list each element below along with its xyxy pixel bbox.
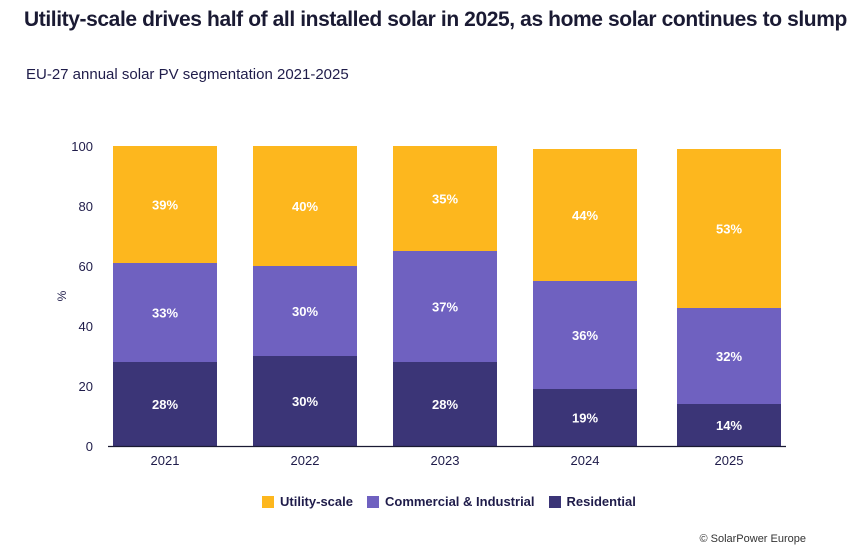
bar-segment: [113, 146, 217, 263]
x-tick-label: 2025: [715, 453, 744, 468]
y-tick-label: 60: [79, 259, 93, 274]
legend-item: Commercial & Industrial: [366, 494, 535, 509]
legend-swatch: [262, 495, 274, 508]
x-tick-label: 2024: [571, 453, 600, 468]
bar-segment: [393, 251, 497, 362]
data-label: 40%: [292, 199, 318, 214]
bar-segment: [113, 263, 217, 362]
y-tick-label: 20: [79, 379, 93, 394]
bar-segment: [533, 149, 637, 281]
data-label: 44%: [572, 208, 598, 223]
legend-label: Utility-scale: [280, 494, 353, 509]
data-label: 37%: [432, 300, 458, 315]
data-label: 32%: [716, 349, 742, 364]
legend-swatch: [366, 495, 379, 508]
y-tick-label: 0: [86, 439, 93, 454]
legend-swatch: [548, 495, 561, 508]
bar-segment: [253, 266, 357, 356]
bar-segment: [393, 146, 497, 251]
x-tick-label: 2022: [291, 453, 320, 468]
bar-segment: [253, 146, 357, 266]
data-label: 28%: [432, 397, 458, 412]
x-tick-label: 2021: [151, 453, 180, 468]
data-label: 14%: [716, 418, 742, 433]
bar-segment: [113, 362, 217, 446]
data-label: 30%: [292, 304, 318, 319]
chart-title: Utility-scale drives half of all install…: [24, 8, 847, 31]
data-label: 19%: [572, 411, 598, 426]
data-label: 35%: [432, 192, 458, 207]
stacked-bar-chart: 0 20 40 60 80 100% 28% 33% 39% 2021 30% 30% 40% 2022 2…: [55, 139, 786, 468]
bar-segment: [533, 281, 637, 389]
bar-segment: [253, 356, 357, 446]
bar-segment: [677, 308, 781, 404]
data-label: 39%: [152, 198, 178, 213]
bar-segment: [677, 404, 781, 446]
bar-segment: [677, 149, 781, 308]
data-label: 28%: [152, 397, 178, 412]
data-label: 30%: [292, 394, 318, 409]
x-tick-label: 2023: [431, 453, 460, 468]
y-tick-label: 40: [79, 319, 93, 334]
legend-label: Commercial & Industrial: [384, 494, 535, 509]
y-axis-label: %: [55, 290, 69, 301]
legend-item: Utility-scale: [262, 494, 353, 509]
legend-label: Residential: [566, 494, 636, 509]
y-tick-label: 80: [79, 199, 93, 214]
bar-segment: [533, 389, 637, 446]
credit-text: © SolarPower Europe: [699, 533, 806, 545]
y-tick-label: 100: [71, 139, 93, 154]
legend: Utility-scale Commercial & Industrial Resi…: [262, 494, 636, 509]
data-label: 53%: [716, 222, 742, 237]
legend-item: Residential: [548, 494, 636, 509]
data-label: 33%: [152, 306, 178, 321]
data-label: 36%: [572, 328, 598, 343]
bar-segment: [393, 362, 497, 446]
chart-subtitle: EU-27 annual solar PV segmentation 2021-…: [26, 66, 349, 83]
